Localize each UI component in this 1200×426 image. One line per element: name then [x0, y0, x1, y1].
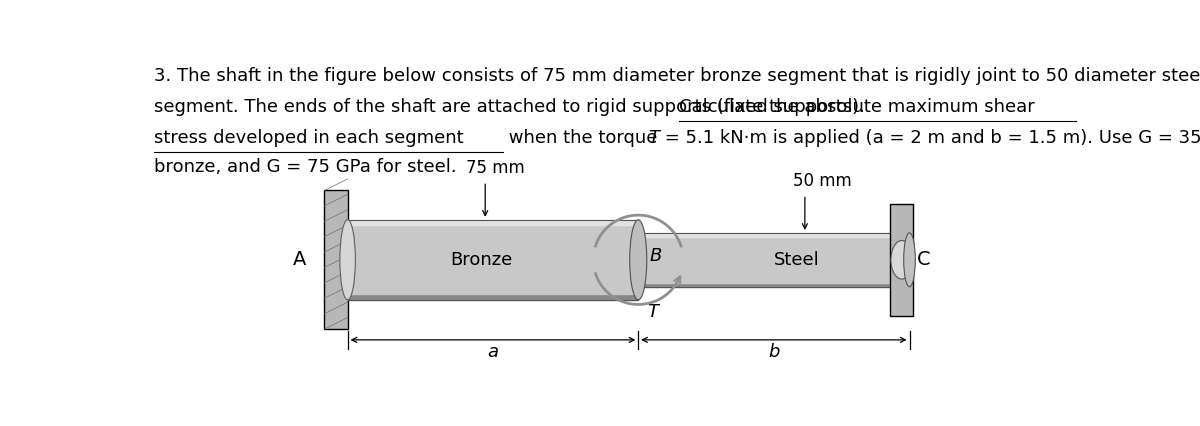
Text: b: b: [768, 343, 780, 361]
Text: B: B: [649, 247, 661, 265]
Text: = 5.1 kN·m is applied (a = 2 m and b = 1.5 m). Use G = 35 GPa for: = 5.1 kN·m is applied (a = 2 m and b = 1…: [659, 129, 1200, 147]
Text: Steel: Steel: [774, 251, 820, 269]
Text: A: A: [293, 250, 306, 269]
Text: stress developed in each segment: stress developed in each segment: [154, 129, 463, 147]
Ellipse shape: [890, 241, 913, 279]
Text: Bronze: Bronze: [450, 251, 512, 269]
Text: bronze, and G = 75 GPa for steel.: bronze, and G = 75 GPa for steel.: [154, 158, 456, 176]
Text: T: T: [648, 303, 659, 321]
Ellipse shape: [904, 233, 916, 287]
Polygon shape: [890, 204, 913, 316]
Text: T: T: [648, 129, 659, 147]
Text: segment. The ends of the shaft are attached to rigid supports (fixed supports).: segment. The ends of the shaft are attac…: [154, 98, 870, 116]
Text: Calculate the absolute maximum shear: Calculate the absolute maximum shear: [678, 98, 1034, 116]
Text: C: C: [917, 250, 931, 269]
Polygon shape: [324, 190, 348, 329]
Text: a: a: [487, 343, 498, 361]
Text: 75 mm: 75 mm: [466, 158, 524, 177]
Text: 50 mm: 50 mm: [793, 172, 852, 190]
Text: 3. The shaft in the figure below consists of 75 mm diameter bronze segment that : 3. The shaft in the figure below consist…: [154, 67, 1200, 85]
Text: when the torque: when the torque: [503, 129, 662, 147]
Ellipse shape: [340, 220, 355, 300]
Ellipse shape: [630, 220, 647, 300]
